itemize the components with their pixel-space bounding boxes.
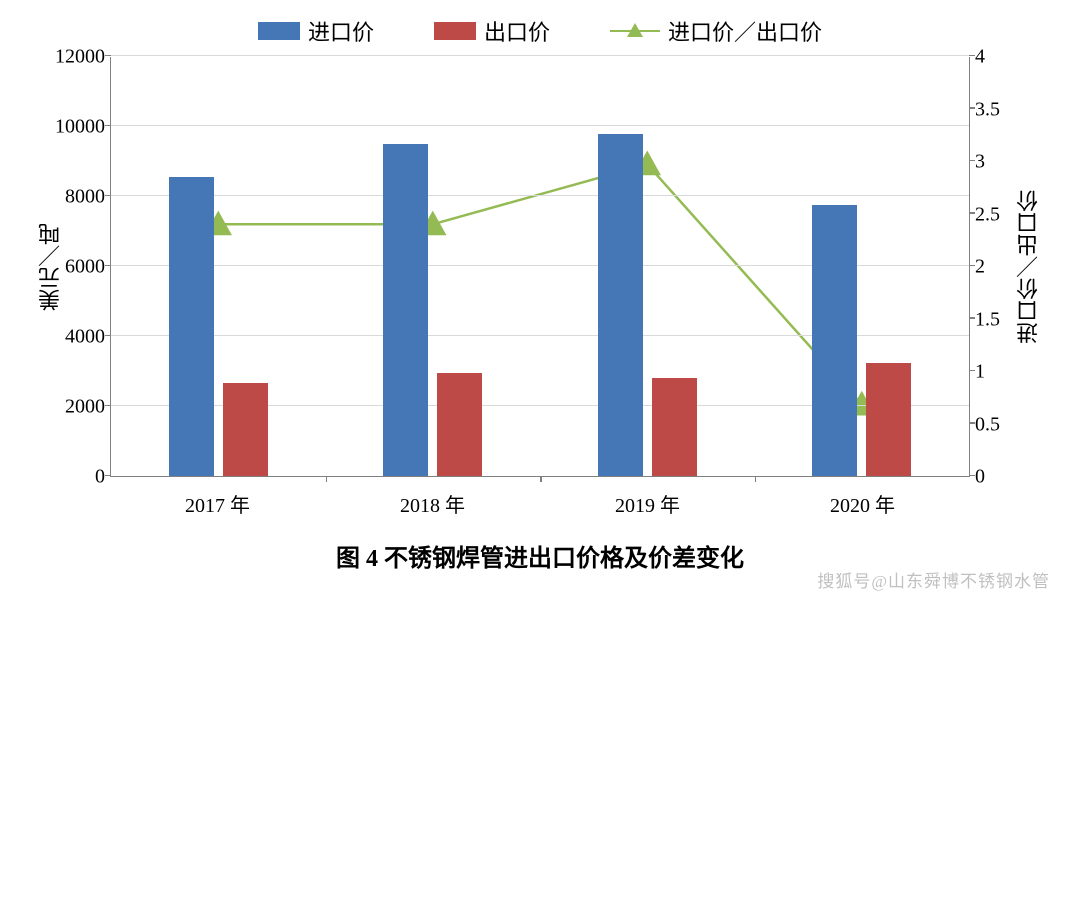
bar-export [437,373,482,476]
bar-export [866,363,911,476]
watermark: 搜狐号@山东舜博不锈钢水管 [817,567,1050,592]
legend-item-ratio: 进口价／出口价 [610,15,822,47]
legend-item-import: 进口价 [258,15,374,47]
y-tick-left: 6000 [45,256,105,279]
gridline [111,55,969,56]
y-tick-left: 0 [45,466,105,489]
bar-import [812,205,857,476]
legend: 进口价 出口价 进口价／出口价 [40,15,1040,47]
x-label: 2019 年 [540,477,755,518]
legend-swatch-import [258,22,300,40]
y-axis-left: 美元／吨 020004000600080001000012000 [40,57,110,477]
x-label: 2018 年 [325,477,540,518]
y-tick-right: 1 [975,361,1025,384]
y-tick-left: 12000 [45,46,105,69]
y-tick-right: 0.5 [975,413,1025,436]
y-axis-right: 进口价／出口价 00.511.522.533.54 [970,57,1040,477]
gridline [111,195,969,196]
y-tick-right: 2.5 [975,203,1025,226]
y-tick-left: 8000 [45,186,105,209]
y-tick-right: 4 [975,46,1025,69]
legend-item-export: 出口价 [434,15,550,47]
chart-container: 进口价 出口价 进口价／出口价 美元／吨 0200040006000800010… [40,15,1040,575]
legend-line-ratio [610,30,660,33]
plot-area: 美元／吨 020004000600080001000012000 进口价／出口价… [40,57,1040,477]
legend-swatch-export [434,22,476,40]
y-tick-right: 2 [975,256,1025,279]
legend-label-export: 出口价 [484,15,550,47]
x-axis: 2017 年2018 年2019 年2020 年 [110,477,970,518]
bar-import [598,134,643,476]
y-tick-right: 3.5 [975,98,1025,121]
bar-import [383,144,428,476]
y-tick-left: 4000 [45,326,105,349]
y-tick-right: 3 [975,151,1025,174]
legend-label-import: 进口价 [308,15,374,47]
y-tick-right: 1.5 [975,308,1025,331]
y-tick-left: 10000 [45,116,105,139]
y-tick-left: 2000 [45,396,105,419]
legend-label-ratio: 进口价／出口价 [668,15,822,47]
bar-import [169,177,214,476]
bar-export [652,378,697,476]
gridline [111,125,969,126]
bar-export [223,383,268,476]
y-tick-right: 0 [975,466,1025,489]
x-label: 2017 年 [110,477,325,518]
plot [110,57,970,477]
x-label: 2020 年 [755,477,970,518]
